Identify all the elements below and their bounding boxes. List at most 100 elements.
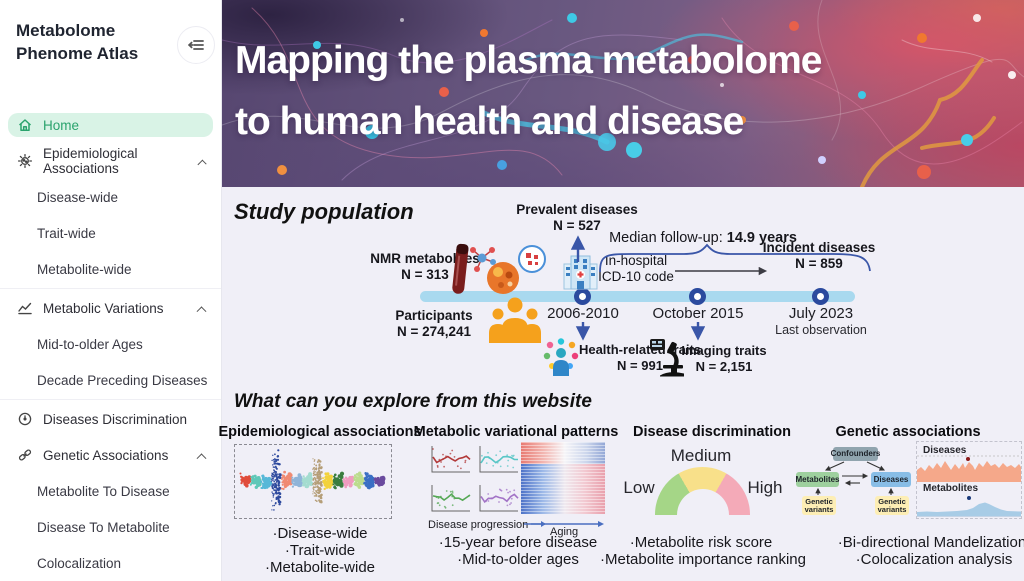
sidebar-item-label: Disease-wide — [37, 189, 119, 205]
app-title: Metabolome Phenome Atlas — [16, 19, 138, 65]
sidebar-item-diseases-discrimination[interactable]: Diseases Discrimination — [0, 401, 221, 437]
panel-title-genetic: Genetic associations — [835, 424, 981, 440]
metabolites-box: Metabolites — [796, 472, 840, 487]
imaging-microscope-icon — [650, 339, 684, 377]
sidebar-item-label: Home — [43, 117, 80, 133]
chevron-up-icon — [196, 452, 207, 463]
sidebar-item-metabolic-variations[interactable]: Metabolic Variations — [0, 290, 221, 326]
imaging-traits-text: Imaging traits — [681, 343, 767, 358]
sidebar-item-metabolite-to-disease[interactable]: Metabolite To Disease — [0, 473, 221, 509]
sidebar-item-mid-to-older-ages[interactable]: Mid-to-older Ages — [0, 326, 221, 362]
bullet-trait-wide: ·Trait-wide — [284, 542, 356, 559]
hero-banner: Mapping the plasma metabolome to human h… — [222, 0, 1024, 187]
imaging-traits-label: Imaging traits N = 2,151 — [681, 343, 766, 375]
icd-line1: In-hospital — [604, 253, 668, 268]
trend-chart-icon — [17, 300, 33, 316]
aging-heatmap — [521, 442, 605, 514]
sidebar-item-label: Decade Preceding Diseases — [37, 372, 208, 388]
chevron-up-icon — [196, 305, 207, 316]
sidebar-item-label: Trait-wide — [37, 225, 96, 241]
trajectory-plot-green — [431, 485, 471, 512]
sidebar-item-label: Diseases Discrimination — [43, 411, 188, 427]
gauge-label-high: High — [747, 478, 783, 497]
home-icon — [17, 117, 33, 133]
sidebar-item-home[interactable]: Home — [8, 113, 213, 137]
explore-heading: What can you explore from this website — [234, 391, 592, 412]
panel-title-discrimination: Disease discrimination — [633, 424, 791, 440]
bullet-risk-score: ·Metabolite risk score — [629, 534, 773, 551]
sidebar-item-trait-wide[interactable]: Trait-wide — [0, 215, 221, 251]
bullet-mid-to-older: ·Mid-to-older ages — [457, 551, 579, 568]
trajectory-plot-teal — [479, 446, 518, 473]
sidebar-item-label: Metabolic Variations — [43, 300, 164, 316]
imaging-traits-count: N = 2,151 — [695, 359, 753, 374]
manhattan-plot-box — [234, 444, 392, 519]
icd-code-label: In-hospital ICD-10 code — [598, 253, 674, 285]
panel-title-epidemiological: Epidemiological associations — [218, 424, 422, 440]
median-value: 14.9 years — [726, 230, 797, 246]
median-followup-label: Median follow-up: 14.9 years — [609, 230, 797, 246]
timeline-date: October 2015 — [652, 305, 744, 322]
genetic-variants-box-right: Genetic variants — [875, 496, 909, 515]
bullet-bidirectional: ·Bi-directional Mandelization — [837, 534, 1024, 551]
prevalent-text: Prevalent diseases — [516, 202, 638, 217]
participants-text: Participants — [395, 308, 473, 323]
main-area: Mapping the plasma metabolome to human h… — [218, 0, 1024, 581]
virus-icon — [17, 153, 33, 169]
nmr-count: N = 313 — [401, 267, 449, 282]
sidebar-item-decade-preceding-diseases[interactable]: Decade Preceding Diseases — [0, 362, 221, 398]
gauge-label-medium: Medium — [670, 446, 732, 465]
aging-arrow — [524, 521, 604, 527]
page-title-line2: to human health and disease — [235, 100, 744, 143]
sidebar-item-metabolite-wide[interactable]: Metabolite-wide — [0, 251, 221, 287]
prevalent-count: N = 527 — [553, 218, 601, 233]
panel-title-metabolic: Metabolic variational patterns — [413, 424, 619, 440]
genetic-variants-box-left: Genetic variants — [802, 496, 836, 515]
aging-axis-label: Aging — [550, 526, 579, 538]
confounders-box: Confounders — [831, 447, 880, 461]
sidebar-divider — [0, 288, 221, 289]
sidebar: Metabolome Phenome Atlas Home — [0, 0, 222, 581]
gauge-icon — [17, 411, 33, 427]
participants-count: N = 274,241 — [397, 324, 471, 339]
timeline-date: July 2023 — [788, 305, 854, 322]
content-area: Study population 2006-2010 October 2015 … — [218, 187, 1024, 581]
bullet-metabolite-wide: ·Metabolite-wide — [264, 559, 376, 576]
incident-diseases-label: Incident diseases N = 859 — [763, 240, 876, 272]
timeline-dot-2006 — [574, 288, 591, 305]
bullet-colocalization: ·Colocalization analysis — [855, 551, 1013, 568]
gwas-metabolites-plot — [917, 496, 1021, 517]
timeline-date: 2006-2010 — [547, 305, 619, 322]
sidebar-item-colocalization[interactable]: Colocalization — [0, 545, 221, 581]
collapse-sidebar-icon — [187, 40, 204, 50]
sidebar-collapse-button[interactable] — [177, 26, 215, 64]
link-icon — [17, 447, 33, 463]
sidebar-divider — [0, 399, 221, 400]
gwas-diseases-label: Diseases — [923, 445, 967, 456]
timeline-note: Last observation — [775, 323, 867, 337]
median-prefix: Median follow-up: — [609, 230, 727, 246]
trajectory-plot-purple — [479, 485, 519, 512]
icd-line2: ICD-10 code — [598, 269, 674, 284]
diseases-box: Diseases — [871, 472, 911, 487]
sidebar-item-label: Colocalization — [37, 555, 122, 571]
sidebar-item-label: Metabolite-wide — [37, 261, 132, 277]
app-title-line2: Phenome Atlas — [16, 44, 139, 63]
sidebar-item-disease-wide[interactable]: Disease-wide — [0, 179, 221, 215]
sidebar-item-epidemiological-associations[interactable]: Epidemiological Associations — [0, 143, 221, 179]
incident-text: Incident diseases — [762, 240, 876, 255]
participants-label: Participants N = 274,241 — [395, 308, 472, 340]
manhattan-plot — [239, 449, 386, 511]
sidebar-item-disease-to-metabolite[interactable]: Disease To Metabolite — [0, 509, 221, 545]
sidebar-nav: Home Epidemiological Associations Diseas… — [0, 107, 221, 581]
sidebar-item-label: Epidemiological Associations — [43, 146, 138, 176]
gauge-label-low: Low — [623, 478, 655, 497]
sidebar-item-genetic-associations[interactable]: Genetic Associations — [0, 437, 221, 473]
timeline-dot-2015 — [689, 288, 706, 305]
timeline-bar — [420, 291, 855, 302]
hospital-icon — [563, 255, 598, 290]
sidebar-item-label: Mid-to-older Ages — [37, 336, 143, 352]
nmr-sample-icons — [452, 243, 546, 294]
sidebar-item-label: Disease To Metabolite — [37, 519, 170, 535]
bullet-15-year: ·15-year before disease — [438, 534, 598, 551]
